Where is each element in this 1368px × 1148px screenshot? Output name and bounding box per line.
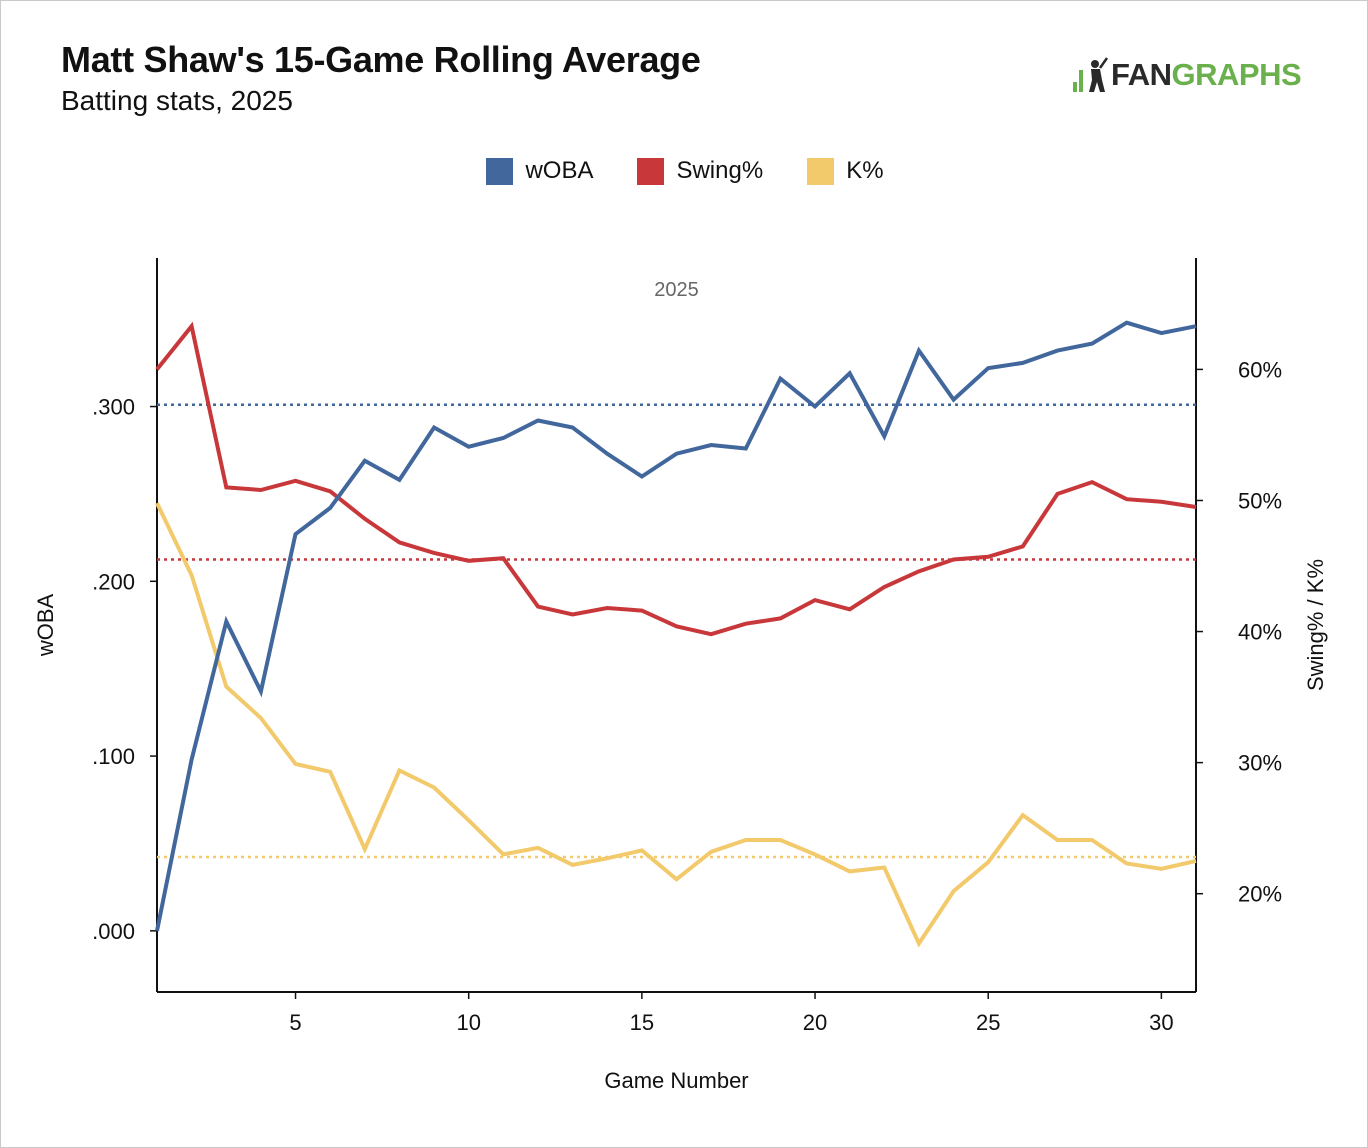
legend-label-woba: wOBA <box>525 157 594 184</box>
y-right-tick-label: 20% <box>1238 882 1282 907</box>
legend-item-swing: Swing% <box>637 157 763 185</box>
legend-swatch-swing <box>637 157 665 185</box>
x-tick-label: 15 <box>630 1010 654 1035</box>
y-axis-left-title: wOBA <box>33 594 58 658</box>
y-right-tick-label: 50% <box>1238 488 1282 513</box>
chart-title: Matt Shaw's 15-Game Rolling Average <box>61 39 701 80</box>
legend-swatch-woba <box>486 157 514 185</box>
y-left-tick-label: .000 <box>92 919 135 944</box>
x-tick-label: 25 <box>976 1010 1000 1035</box>
legend-item-k: K% <box>807 157 884 185</box>
logo-text-graphs: GRAPHS <box>1171 57 1302 92</box>
y-right-tick-label: 60% <box>1238 357 1282 382</box>
y-left-tick-label: .300 <box>92 395 135 420</box>
x-tick-label: 20 <box>803 1010 827 1035</box>
y-right-tick-label: 40% <box>1238 620 1282 645</box>
y-left-tick-label: .200 <box>92 569 135 594</box>
x-axis-title: Game Number <box>604 1068 748 1093</box>
y-right-tick-label: 30% <box>1238 751 1282 776</box>
y-axis-right-title: Swing% / K% <box>1303 559 1328 691</box>
legend: wOBA Swing% K% <box>1 157 1368 185</box>
legend-item-woba: wOBA <box>486 157 593 185</box>
legend-label-swing: Swing% <box>676 157 764 184</box>
legend-swatch-k <box>807 157 835 185</box>
x-tick-label: 30 <box>1149 1010 1173 1035</box>
legend-label-k: K% <box>846 157 884 184</box>
series-line-woba <box>155 320 1197 932</box>
series-line-swing <box>155 321 1197 637</box>
logo-text-fan: FAN <box>1111 57 1172 92</box>
facet-label: 2025 <box>654 279 699 301</box>
x-tick-label: 10 <box>456 1010 480 1035</box>
fangraphs-logo-icon <box>1073 57 1109 92</box>
fangraphs-logo: FAN GRAPHS <box>1073 55 1302 95</box>
x-tick-label: 5 <box>289 1010 301 1035</box>
chart-subtitle: Batting stats, 2025 <box>61 85 293 116</box>
y-left-tick-label: .100 <box>92 744 135 769</box>
series-line-k <box>155 502 1197 948</box>
